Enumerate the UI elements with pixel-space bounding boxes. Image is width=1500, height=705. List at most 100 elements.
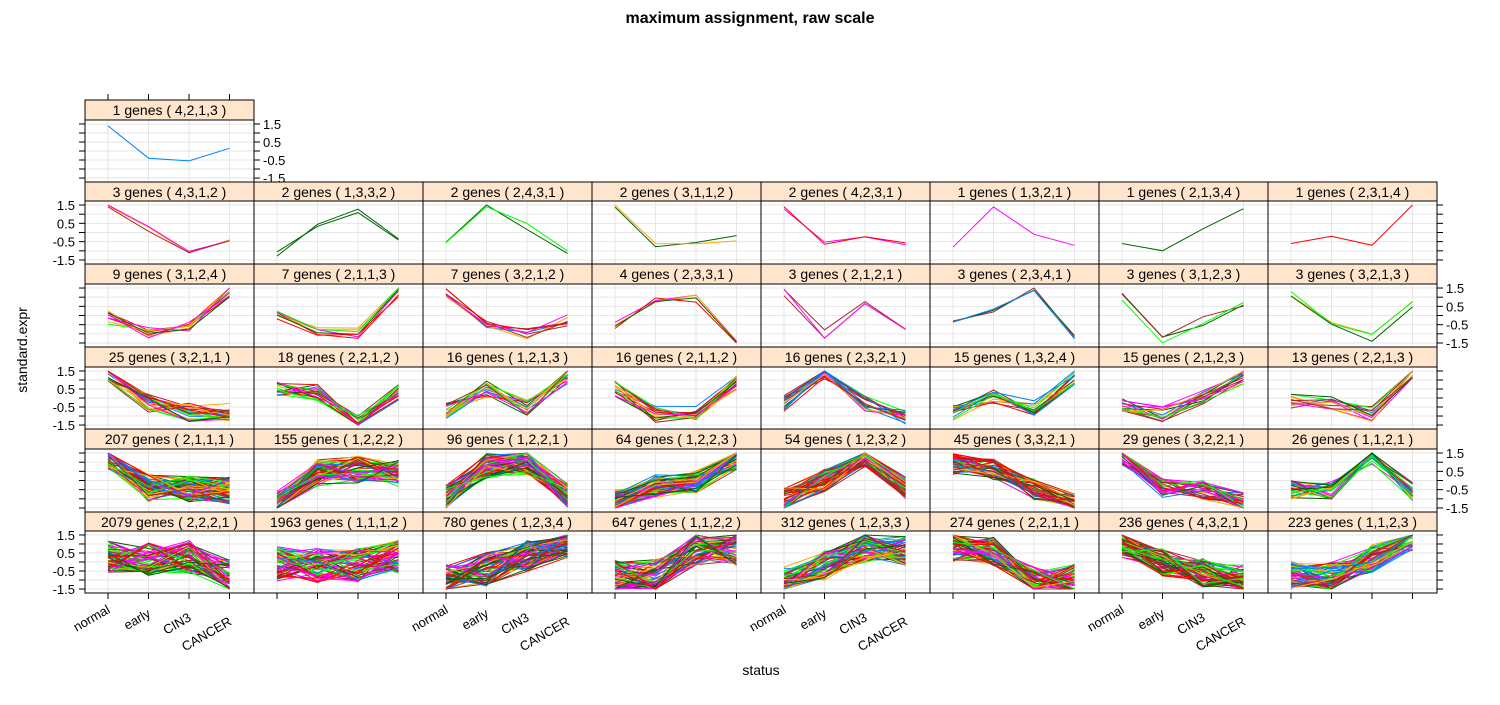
panel: 15 genes ( 1,3,2,4 ): [929, 346, 1100, 430]
gene-line: [276, 472, 399, 499]
x-tick-label: early: [1135, 605, 1167, 632]
gene-line: [445, 293, 568, 330]
panel: 16 genes ( 2,3,2,1 ): [760, 346, 931, 430]
panel: 16 genes ( 1,2,1,3 ): [422, 346, 593, 430]
strip-label: 3 genes ( 2,1,2,1 ): [789, 266, 903, 282]
gene-line: [276, 546, 399, 554]
gene-line: [445, 552, 568, 585]
gene-line: [276, 296, 399, 336]
y-tick-label: 0.5: [57, 216, 75, 231]
gene-line: [445, 288, 568, 331]
strip-label: 4 genes ( 2,3,3,1 ): [620, 266, 734, 282]
x-axis-label: status: [742, 662, 779, 678]
gene-lines: [1121, 370, 1244, 423]
gene-line: [952, 461, 1075, 501]
strip-label: 2 genes ( 1,3,3,2 ): [282, 184, 396, 200]
gene-line: [783, 206, 906, 245]
gene-line: [952, 372, 1075, 420]
strip-label: 13 genes ( 2,2,1,3 ): [1292, 349, 1413, 365]
gene-lines: [952, 370, 1075, 421]
y-tick-label: -0.5: [263, 153, 285, 168]
strip-label: 15 genes ( 1,3,2,4 ): [954, 349, 1075, 365]
y-tick-label: -1.5: [1446, 501, 1468, 516]
panel: 2 genes ( 1,3,3,2 ): [253, 181, 424, 265]
gene-lines: [1290, 291, 1413, 342]
y-tick-label: 1.5: [1446, 281, 1464, 296]
gene-line: [107, 379, 230, 421]
gene-line: [1121, 293, 1244, 338]
gene-lines: [276, 287, 399, 339]
gene-line: [1290, 370, 1413, 412]
strip-label: 312 genes ( 1,2,3,3 ): [781, 514, 910, 530]
gene-line: [783, 537, 906, 580]
gene-line: [783, 455, 906, 490]
panel: 18 genes ( 2,2,1,2 ): [253, 346, 424, 430]
gene-line: [445, 370, 568, 418]
gene-line: [276, 382, 399, 425]
gene-line: [1290, 377, 1413, 421]
gene-line: [445, 452, 568, 496]
panel: 3 genes ( 3,1,2,3 ): [1098, 263, 1269, 348]
y-tick-label: -0.5: [53, 564, 75, 579]
gene-line: [952, 383, 1075, 418]
panel: 3 genes ( 4,3,1,2 ): [84, 181, 255, 265]
gene-line: [614, 452, 737, 502]
gene-lines: [276, 539, 399, 584]
y-tick-label: -1.5: [53, 582, 75, 597]
gene-line: [445, 539, 568, 573]
y-tick-label: -1.5: [53, 253, 75, 268]
strip-label: 7 genes ( 2,1,1,3 ): [282, 266, 396, 282]
gene-lines: [614, 534, 737, 590]
y-tick-label: 1.5: [1446, 446, 1464, 461]
gene-line: [783, 544, 906, 584]
y-tick-label: 0.5: [57, 382, 75, 397]
gene-lines: [952, 206, 1075, 248]
gene-line: [1121, 548, 1244, 585]
panel: 207 genes ( 2,1,1,1 ): [84, 428, 255, 513]
gene-line: [107, 125, 230, 162]
y-tick-label: -0.5: [53, 235, 75, 250]
gene-lines: [445, 204, 568, 254]
y-tick-label: -0.5: [53, 400, 75, 415]
gene-lines: [445, 370, 568, 419]
panel: 2 genes ( 4,2,3,1 ): [760, 181, 931, 265]
y-tick-label: -1.5: [1446, 336, 1468, 351]
gene-line: [783, 370, 906, 417]
strip-label: 54 genes ( 1,2,3,2 ): [785, 431, 906, 447]
gene-line: [614, 452, 737, 496]
gene-lines: [107, 204, 230, 254]
panel: 13 genes ( 2,2,1,3 ): [1267, 346, 1438, 430]
gene-lines: [1121, 534, 1244, 590]
strip-label: 3 genes ( 2,3,4,1 ): [958, 266, 1072, 282]
strip-label: 223 genes ( 1,1,2,3 ): [1288, 514, 1417, 530]
strip-label: 15 genes ( 2,1,2,3 ): [1123, 349, 1244, 365]
strip-label: 16 genes ( 2,3,2,1 ): [785, 349, 906, 365]
gene-line: [952, 536, 1075, 584]
gene-lines: [1290, 204, 1413, 246]
gene-line: [107, 458, 230, 502]
y-tick-label: 0.5: [57, 546, 75, 561]
gene-line: [445, 536, 568, 590]
panel: 155 genes ( 1,2,2,2 ): [253, 428, 424, 513]
panel: 4 genes ( 2,3,3,1 ): [591, 263, 762, 348]
gene-line: [1121, 547, 1244, 587]
gene-line: [952, 457, 1075, 509]
panel: 16 genes ( 2,1,1,2 ): [591, 346, 762, 430]
gene-lines: [107, 452, 230, 505]
gene-line: [783, 461, 906, 501]
strip-label: 7 genes ( 3,2,1,2 ): [451, 266, 565, 282]
gene-line: [783, 370, 906, 418]
y-axis-label: standard.expr: [14, 307, 30, 393]
panel: 780 genes ( 1,2,3,4 ): [422, 511, 593, 594]
gene-line: [107, 548, 230, 567]
strip-label: 1 genes ( 2,1,3,4 ): [1127, 184, 1241, 200]
gene-line: [276, 553, 399, 582]
gene-line: [1290, 454, 1413, 496]
gene-line: [614, 555, 737, 580]
gene-line: [107, 379, 230, 422]
y-tick-label: 1.5: [57, 198, 75, 213]
gene-line: [614, 464, 737, 498]
gene-line: [445, 206, 568, 252]
gene-line: [107, 370, 230, 419]
strip-label: 236 genes ( 4,3,2,1 ): [1119, 514, 1248, 530]
